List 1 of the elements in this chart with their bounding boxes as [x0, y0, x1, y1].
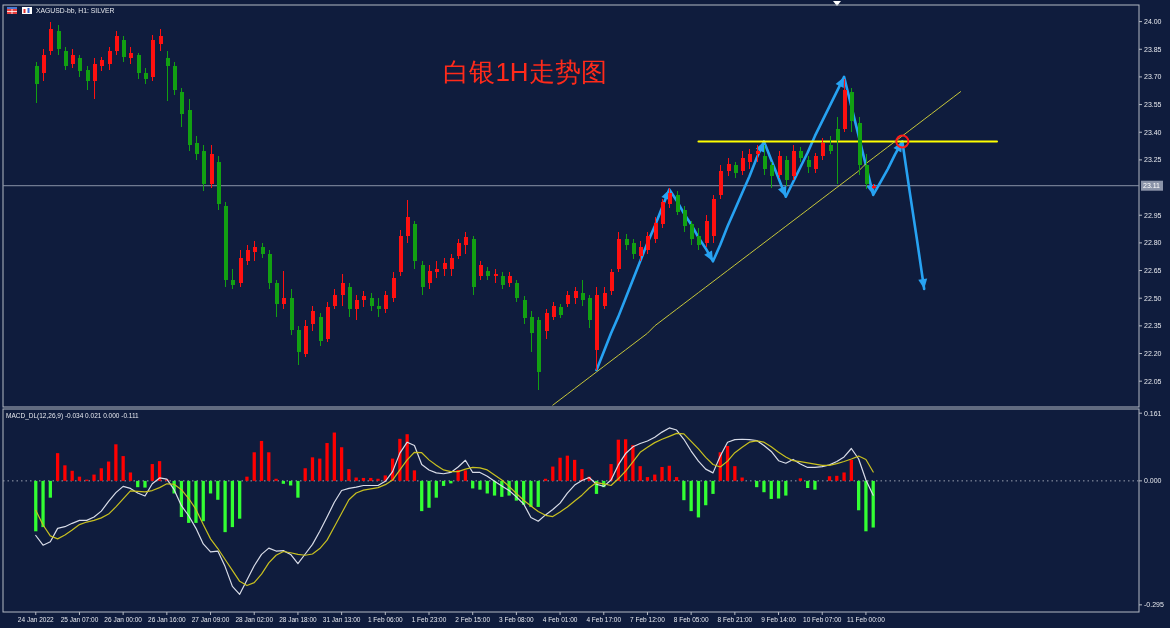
text: 白银1H走势图	[443, 57, 607, 87]
